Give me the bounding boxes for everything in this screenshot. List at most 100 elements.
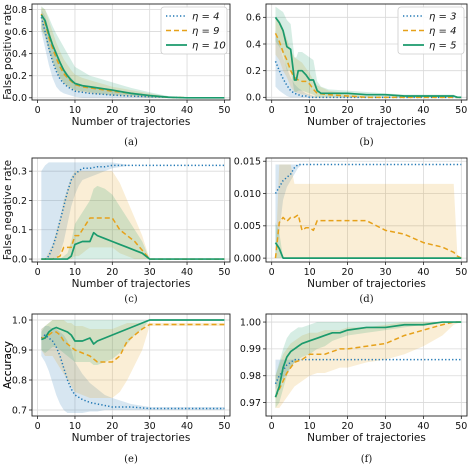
x-tick-label: 30 [144, 105, 156, 116]
axes-frame [265, 3, 468, 101]
y-tick-label: 0.6 [246, 13, 261, 24]
x-tick-label: 10 [69, 267, 81, 278]
y-tick-label: 0.2 [12, 71, 27, 82]
y-axis-label: False negative rate [2, 160, 14, 260]
series-line [41, 217, 225, 260]
y-tick-label: 0.97 [240, 398, 261, 409]
series-line [274, 214, 462, 259]
x-tick-label: 0 [269, 421, 275, 432]
plot-area [40, 6, 225, 99]
chart-panel: 0 10 20 30 40 50 0.000 0.005 0.010 0.015 Number of… [234, 157, 468, 305]
x-axis-label: Number of trajectories [72, 278, 191, 290]
x-tick-label: 20 [106, 267, 118, 278]
x-tick-label: 50 [218, 267, 230, 278]
y-tick-label: 0.0 [12, 93, 27, 104]
y-tick-label: 0.2 [12, 196, 27, 207]
confidence-band [275, 164, 462, 259]
confidence-band [41, 9, 225, 98]
plot-area [41, 162, 225, 260]
series-line [274, 163, 462, 194]
x-tick-label: 40 [181, 421, 193, 432]
y-tick-label: 0.4 [12, 49, 27, 60]
x-tick-label: 0 [269, 267, 275, 278]
legend-box [160, 6, 228, 55]
x-axis-label: Number of trajectories [307, 278, 426, 290]
x-tick-label: 50 [455, 105, 467, 116]
x-tick-label: 30 [144, 267, 156, 278]
confidence-band [41, 326, 225, 413]
confidence-band [275, 30, 462, 98]
series-line [274, 242, 462, 259]
confidence-band [275, 164, 462, 259]
y-tick-label: 0.99 [240, 344, 261, 355]
x-tick-label: 40 [417, 267, 429, 278]
y-tick-label: 0.2 [246, 66, 261, 77]
confidence-band [41, 320, 225, 365]
x-tick-label: 50 [218, 105, 230, 116]
confidence-band [275, 6, 462, 98]
panel-caption: (f) [361, 454, 373, 465]
x-tick-label: 50 [455, 267, 467, 278]
confidence-band [41, 6, 225, 98]
confidence-band [275, 322, 462, 408]
y-tick-label: 0.0 [246, 93, 261, 104]
y-tick-label: 0.7 [12, 405, 27, 416]
x-tick-label: 0 [35, 421, 41, 432]
confidence-band [275, 17, 462, 98]
plot-area [274, 6, 462, 99]
x-tick-label: 20 [106, 421, 118, 432]
x-axis-label: Number of trajectories [307, 432, 426, 444]
series-line [40, 14, 225, 99]
x-tick-label: 0 [35, 267, 41, 278]
x-tick-label: 0 [35, 105, 41, 116]
series-line [274, 358, 462, 385]
x-tick-label: 40 [417, 105, 429, 116]
legend-label: η = 3 [429, 12, 456, 23]
panel-caption: (a) [124, 137, 138, 148]
series-line [41, 164, 225, 260]
y-tick-label: 0.9 [12, 345, 27, 356]
legend-label: η = 4 [192, 12, 219, 23]
axes-frame [31, 157, 231, 263]
y-axis-label: False positive rate [2, 4, 14, 100]
y-tick-label: 0.4 [246, 39, 261, 50]
y-tick-label: 0.005 [234, 221, 261, 232]
x-tick-label: 30 [144, 421, 156, 432]
series-line [41, 231, 225, 260]
x-tick-label: 10 [304, 105, 316, 116]
x-tick-label: 10 [69, 105, 81, 116]
legend-box [397, 6, 465, 55]
legend-label: η = 5 [429, 41, 456, 52]
x-tick-label: 20 [341, 105, 353, 116]
axes-frame [31, 3, 231, 101]
y-tick-label: 0.98 [240, 371, 261, 382]
x-tick-label: 20 [341, 421, 353, 432]
plot-area [274, 163, 462, 259]
chart-panel: 0 10 20 30 40 50 0.0 0.2 0.4 0.6 0.8 Number of traj… [2, 3, 231, 148]
y-tick-label: 0.010 [234, 189, 261, 200]
x-tick-label: 30 [379, 421, 391, 432]
legend-label: η = 10 [192, 41, 226, 52]
panel-caption: (d) [359, 294, 373, 305]
y-tick-label: 0.000 [234, 253, 261, 264]
x-tick-label: 30 [379, 105, 391, 116]
panel-caption: (b) [359, 137, 373, 148]
confidence-band [41, 171, 225, 260]
x-tick-label: 50 [218, 421, 230, 432]
y-tick-label: 1.0 [12, 315, 27, 326]
x-tick-label: 10 [69, 421, 81, 432]
x-axis-label: Number of trajectories [72, 116, 191, 128]
y-tick-label: 1.00 [240, 317, 261, 328]
x-tick-label: 40 [417, 421, 429, 432]
x-tick-label: 10 [304, 421, 316, 432]
x-tick-label: 20 [106, 105, 118, 116]
axes-frame [31, 313, 231, 417]
series-line [274, 321, 462, 398]
x-tick-label: 50 [455, 421, 467, 432]
legend: η = 4 η = 9 η = 10 [160, 6, 228, 55]
x-tick-label: 0 [269, 105, 275, 116]
x-axis-label: Number of trajectories [72, 432, 191, 444]
chart-panel: 0 10 20 30 40 50 0.0 0.2 0.4 0.6 Number of traject… [246, 3, 468, 148]
